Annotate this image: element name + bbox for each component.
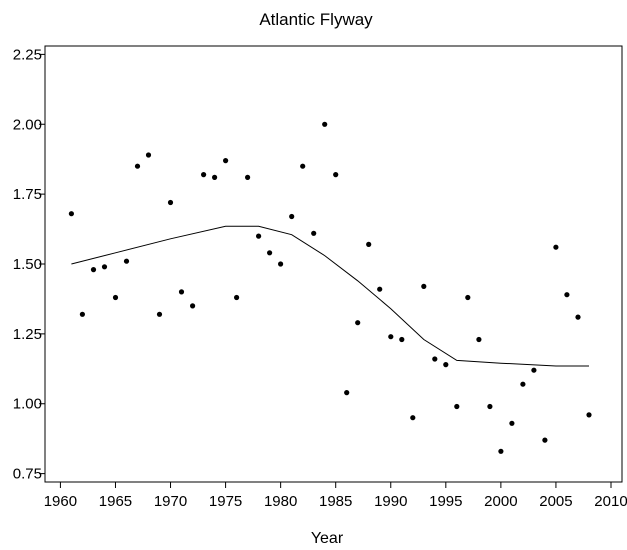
x-tick-label: 1990 (374, 493, 407, 510)
x-tick-label: 1960 (44, 493, 77, 510)
data-point (289, 213, 295, 220)
data-point (223, 158, 229, 164)
x-tick-label: 1985 (319, 493, 352, 510)
data-point (410, 415, 416, 421)
data-point (256, 233, 262, 239)
x-tick-label: 1965 (99, 493, 132, 510)
data-point (388, 334, 394, 340)
data-points (68, 121, 592, 454)
y-tick-label: 1.25 (13, 326, 42, 343)
data-point (123, 258, 130, 264)
y-tick-label: 2.25 (13, 46, 42, 63)
data-point (90, 267, 97, 273)
x-tick-label: 1995 (429, 493, 462, 510)
data-point (520, 381, 526, 387)
data-point (156, 311, 163, 317)
y-tick-label: 1.75 (13, 186, 42, 203)
data-point (311, 230, 317, 236)
data-point (134, 163, 141, 169)
data-point (454, 403, 460, 410)
chart-title: Atlantic Flyway (259, 10, 373, 29)
y-axis: 0.75 1.00 1.25 1.50 1.75 2.00 2.25 (13, 46, 45, 483)
x-tick-label: 2005 (539, 493, 572, 510)
data-point (399, 336, 405, 343)
data-point (564, 292, 570, 298)
data-point (531, 367, 537, 373)
x-tick-label: 1975 (209, 493, 242, 510)
data-point (245, 174, 251, 180)
data-point (234, 294, 240, 301)
data-point (575, 314, 581, 320)
data-point (190, 303, 196, 309)
data-point (355, 320, 361, 326)
data-point (178, 289, 185, 295)
data-point (333, 172, 339, 178)
x-tick-label: 1980 (264, 493, 297, 510)
data-point (553, 244, 559, 250)
data-point (487, 403, 493, 410)
data-point (366, 241, 372, 247)
x-tick-label: 1970 (154, 493, 187, 510)
data-point (145, 152, 152, 158)
data-point (421, 283, 427, 289)
data-point (542, 437, 548, 443)
data-point (498, 448, 504, 454)
data-point (278, 261, 284, 267)
data-point (465, 294, 471, 301)
data-point (212, 174, 218, 180)
data-point (300, 163, 306, 169)
x-tick-label: 2000 (484, 493, 517, 510)
data-point (267, 250, 273, 256)
data-point (201, 172, 207, 178)
data-point (68, 211, 74, 217)
x-axis: 1960 1965 1970 1975 1980 1985 1990 1995 2000 2005… (44, 482, 627, 510)
data-point (476, 336, 482, 343)
data-point (377, 286, 383, 292)
y-tick-label: 1.00 (13, 396, 42, 413)
data-point (344, 390, 350, 396)
data-point (509, 420, 515, 426)
data-point (101, 264, 108, 270)
trend-line (71, 225, 589, 367)
plot-frame (44, 45, 623, 483)
data-point (322, 121, 328, 127)
x-tick-label: 2010 (594, 493, 627, 510)
y-tick-label: 0.75 (13, 466, 42, 483)
data-point (443, 362, 449, 368)
data-point (167, 199, 174, 206)
data-point (432, 356, 438, 362)
data-point (586, 412, 592, 418)
data-point (79, 311, 85, 317)
data-point (112, 294, 119, 301)
x-axis-title: Year (311, 530, 344, 547)
y-tick-label: 2.00 (13, 116, 42, 133)
y-tick-label: 1.50 (13, 256, 42, 273)
